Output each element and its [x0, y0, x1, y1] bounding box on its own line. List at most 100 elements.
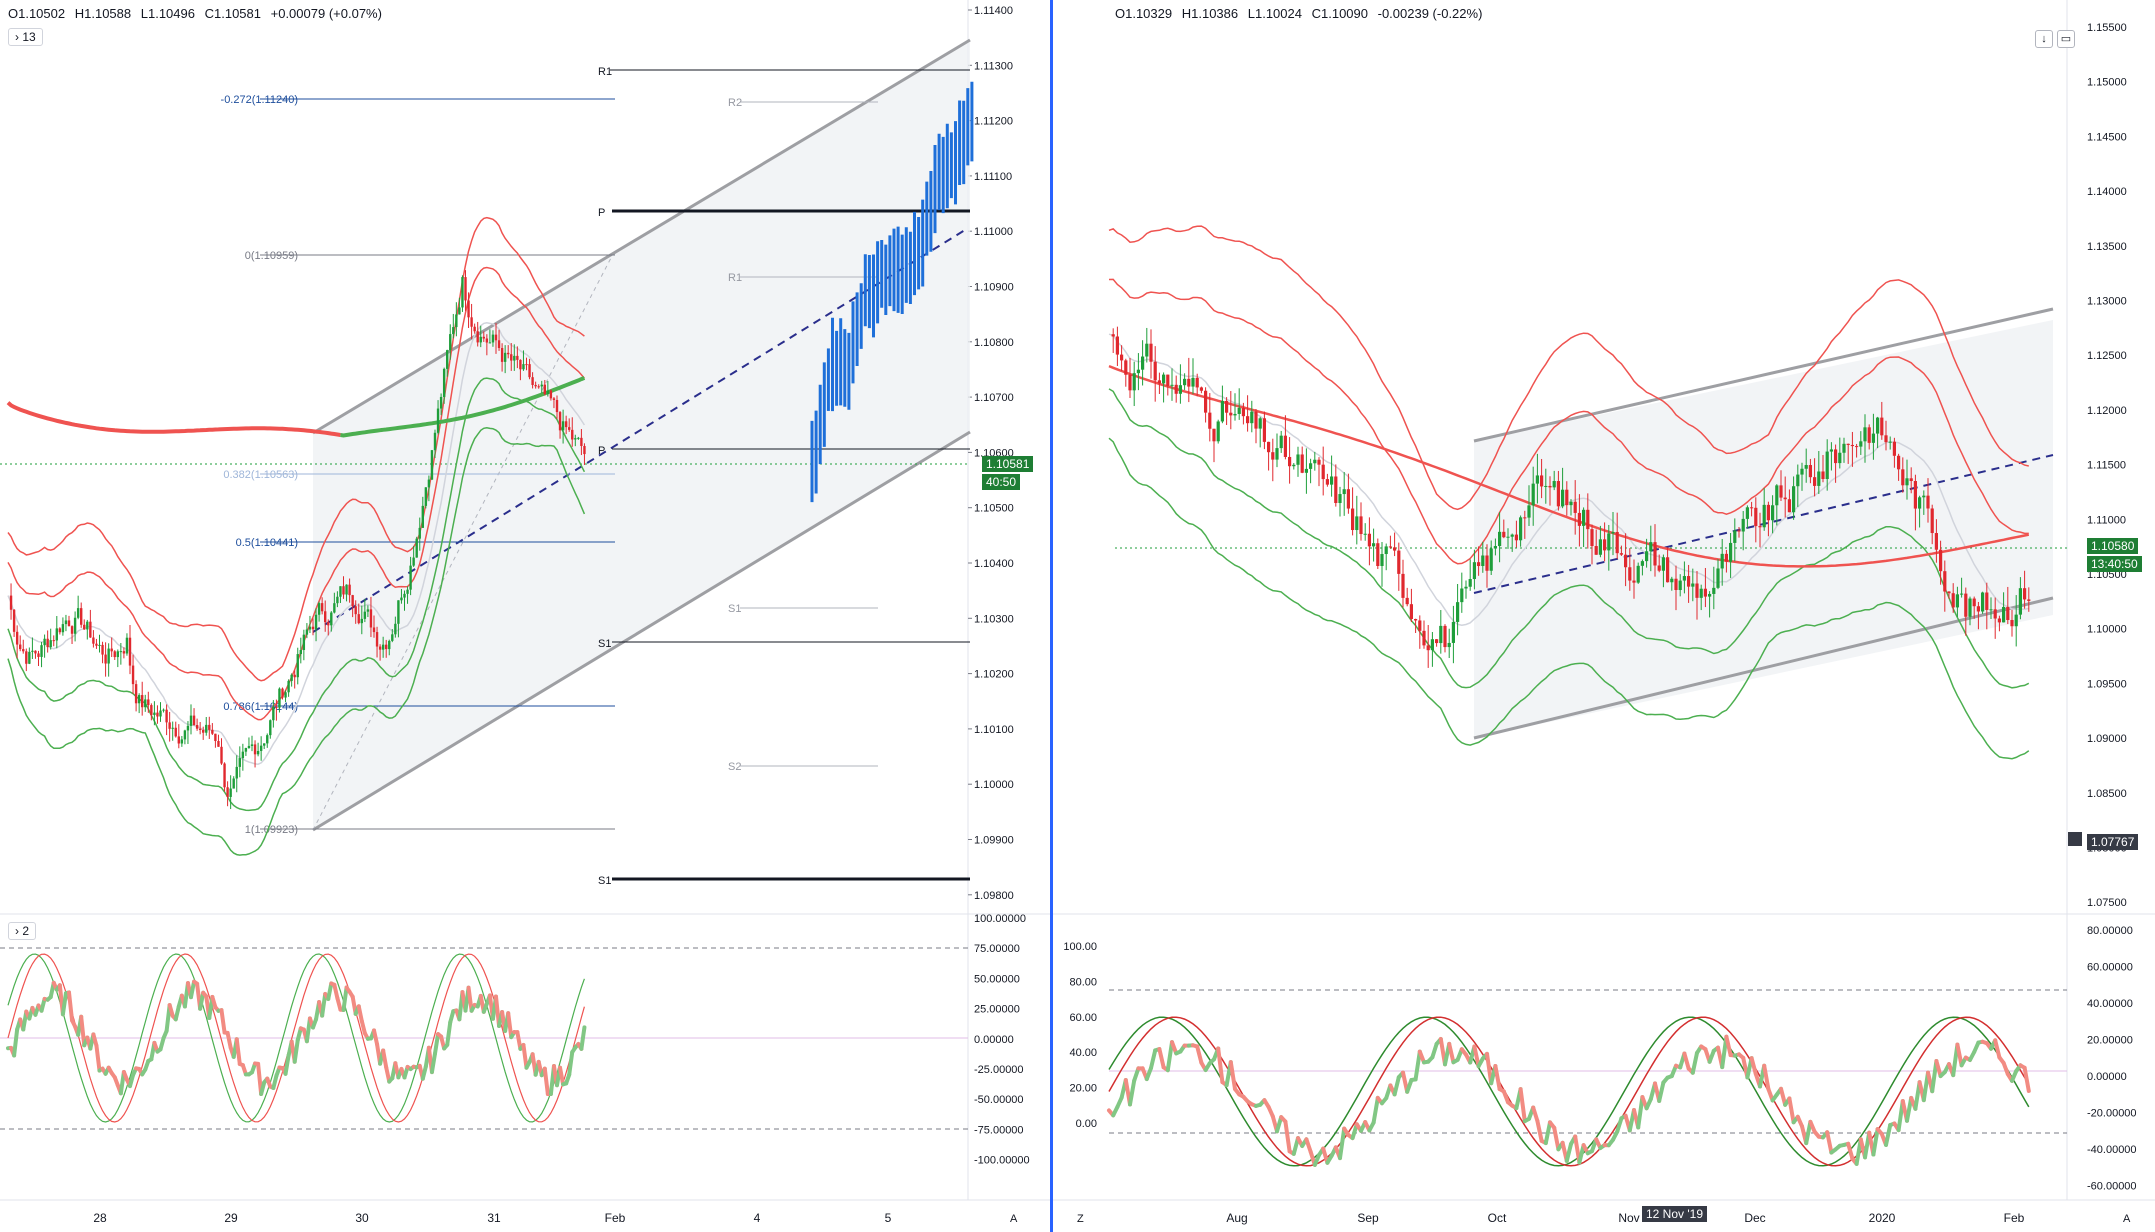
right-candle-body	[1682, 576, 1686, 581]
left-fib-label: 1(1.09923)	[245, 824, 298, 836]
left-candle-body	[574, 438, 577, 440]
right-candle-body	[1489, 548, 1493, 571]
left-candle-body	[266, 735, 269, 744]
right-candle-body	[1859, 441, 1863, 447]
right-osc-signal-segment	[1657, 1080, 1666, 1103]
left-candle-body	[195, 724, 199, 729]
right-candle-body	[1796, 474, 1800, 487]
left-pivot-p-label: P	[598, 207, 605, 219]
left-osc-toggle[interactable]: › 2	[8, 922, 37, 940]
left-candle-body	[385, 644, 388, 650]
left-candle-body	[220, 746, 223, 764]
left-indicator-toggle[interactable]: › 13	[8, 28, 43, 46]
left-price-label: 1.11000	[974, 226, 1013, 238]
left-chart-pane[interactable]: 1.11400 1.11300 1.11200 1.11100 1.11000 1.109…	[0, 0, 1053, 1232]
right-candle-body	[1191, 377, 1195, 387]
right-candle-body	[1544, 485, 1548, 487]
right-slow-ma	[1108, 364, 2030, 568]
right-candle-body	[1334, 476, 1338, 504]
left-chart-canvas[interactable]: 1.11400 1.11300 1.11200 1.11100 1.11000 1.109…	[0, 0, 1050, 1232]
left-price-label: 1.10100	[974, 724, 1014, 736]
right-osc-signal-segment	[1157, 1047, 1166, 1070]
right-candle-body	[1884, 435, 1888, 443]
left-candle-body	[147, 699, 150, 706]
left-candle-body	[80, 608, 83, 625]
left-candle-body	[378, 646, 382, 650]
right-osc-signal-segment	[1690, 1050, 1699, 1075]
square-icon[interactable]: ▭	[2057, 30, 2075, 48]
right-osc-right-label: 80.00000	[2087, 925, 2133, 937]
right-candle-body	[1913, 481, 1917, 509]
right-candle-body	[1178, 385, 1182, 394]
arrow-down-icon[interactable]: ↓	[2035, 30, 2053, 48]
left-candle-body	[439, 396, 443, 409]
right-candle-body	[1636, 565, 1640, 583]
left-candle-body	[244, 747, 248, 752]
left-price-label: 1.11200	[974, 116, 1013, 128]
right-osc-right-label: -40.00000	[2087, 1144, 2137, 1156]
right-candle-body	[1267, 441, 1271, 453]
right-chart-pane[interactable]: 1.15500 1.15000 1.14500 1.14000 1.13500 1.130…	[1053, 0, 2155, 1232]
right-osc-right-label: -20.00000	[2087, 1108, 2137, 1120]
left-osc-signal-segment	[320, 991, 328, 1018]
right-price-label: 1.14500	[2087, 131, 2127, 143]
right-candle-body	[1771, 505, 1775, 521]
right-candle-body	[1430, 639, 1434, 651]
right-change: -0.00239 (-0.22%)	[1377, 6, 1483, 21]
right-candle-body	[1792, 486, 1796, 513]
left-price-label: 1.10800	[974, 337, 1014, 349]
right-candle-body	[2006, 606, 2010, 620]
right-candle-body	[1779, 485, 1783, 498]
left-candle-body	[577, 437, 580, 439]
right-osc-signal-segment	[1905, 1095, 1914, 1123]
right-candle-body	[1716, 568, 1720, 588]
left-candle-body	[235, 766, 238, 779]
right-candle-body	[1863, 427, 1867, 442]
left-candle-body	[131, 665, 135, 685]
left-candle-body	[375, 632, 379, 647]
right-candle-body	[1909, 478, 1913, 482]
right-osc-signal-segment	[1930, 1059, 1939, 1094]
right-candle-body	[1800, 468, 1804, 475]
left-candle-body	[403, 593, 406, 598]
left-candle-body	[83, 624, 86, 630]
right-candle-body	[1678, 580, 1682, 591]
left-candle-body	[555, 399, 559, 413]
right-candle-body	[1304, 468, 1308, 473]
right-osc-signal-segment	[1430, 1041, 1439, 1060]
right-candle-body	[1498, 531, 1502, 547]
left-candle-body	[296, 654, 299, 678]
right-time-label: 2020	[1869, 1211, 1896, 1225]
left-candle-body	[49, 640, 52, 648]
right-chart-canvas[interactable]: 1.15500 1.15000 1.14500 1.14000 1.13500 1.130…	[1053, 0, 2155, 1232]
left-candle-body	[134, 684, 138, 704]
right-candle-body	[1699, 588, 1703, 598]
right-channel-upper	[1473, 307, 2054, 443]
right-crosshair-tag: 1.07767	[2087, 834, 2139, 850]
left-candle-body	[183, 730, 187, 740]
right-candle-body	[1141, 356, 1145, 370]
right-candle-body	[1943, 571, 1947, 592]
left-osc-label: 100.00000	[974, 913, 1026, 925]
left-candle-body	[391, 634, 394, 641]
right-candle-body	[2010, 619, 2014, 627]
left-candle-body	[76, 608, 80, 618]
left-candle-body	[15, 631, 19, 645]
left-osc-label: 0.00000	[974, 1034, 1014, 1046]
right-candle-body	[1729, 542, 1733, 562]
right-candle-body	[1124, 360, 1128, 375]
right-osc-left-label: 60.00	[1069, 1012, 1097, 1024]
left-open: O1.10502	[8, 6, 66, 21]
right-candle-body	[1661, 557, 1665, 571]
left-candle-body	[369, 609, 373, 628]
right-price-label: 1.10500	[2087, 569, 2127, 581]
left-candle-body	[311, 626, 315, 630]
right-candle-body	[1548, 485, 1552, 488]
right-candle-body	[1237, 407, 1241, 414]
right-candle-body	[1577, 512, 1581, 526]
left-candle-body	[269, 720, 272, 736]
right-candle-body	[1199, 387, 1203, 391]
left-candle-body	[275, 706, 278, 708]
right-price-label: 1.12000	[2087, 405, 2127, 417]
right-candle-body	[1325, 479, 1329, 485]
